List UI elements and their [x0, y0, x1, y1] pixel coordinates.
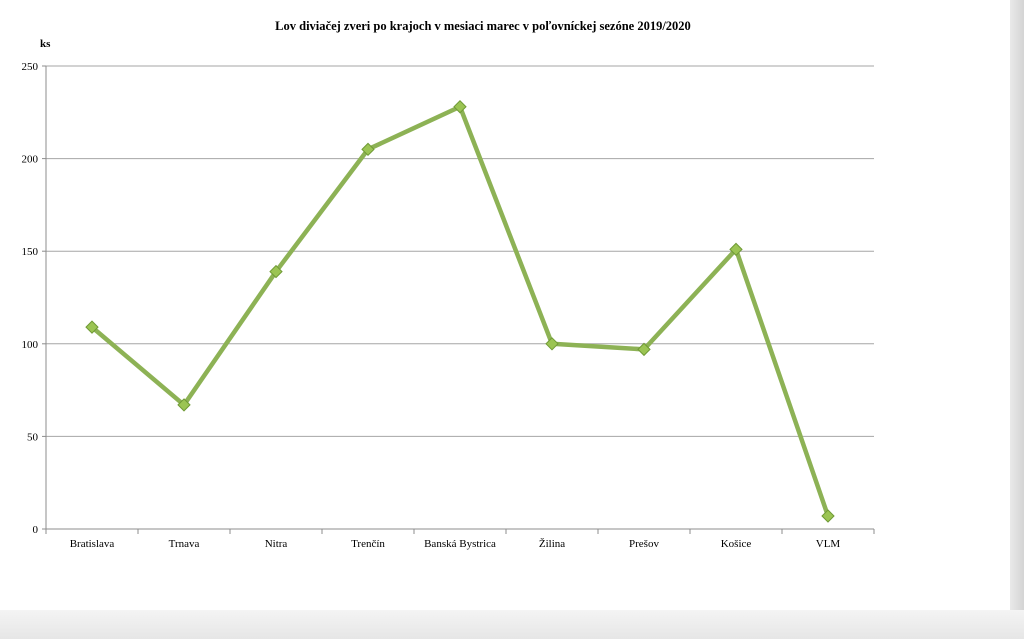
y-axis-label: ks [40, 38, 51, 50]
window-edge-bottom [0, 610, 1024, 639]
data-point-marker [729, 242, 743, 257]
data-point-marker [453, 100, 467, 114]
data-point-marker [545, 337, 559, 351]
data-point-marker [361, 142, 375, 157]
data-point-marker [269, 264, 283, 279]
data-point-marker [637, 342, 651, 357]
y-tick-label: 0 [33, 524, 39, 536]
data-point-marker [821, 509, 835, 523]
y-tick-label: 150 [22, 246, 39, 258]
y-tick-label: 250 [22, 61, 39, 73]
x-tick-label: VLM [816, 538, 841, 550]
axes [42, 65, 875, 534]
x-tick-label: Košice [721, 538, 752, 550]
x-tick-labels: Bratislava Trnava Nitra Trenčín Banská Bystr… [70, 538, 841, 550]
y-tick-label: 50 [27, 431, 39, 443]
series-line [89, 104, 831, 519]
y-tick-labels: 0 50 100 150 200 250 [22, 61, 39, 536]
data-point-marker [177, 398, 191, 412]
gridlines [46, 65, 874, 437]
chart-area [0, 0, 1010, 610]
x-tick-label: Trenčín [351, 538, 385, 550]
x-tick-label: Prešov [629, 538, 659, 550]
chart-title: Lov diviačej zveri po krajoch v mesiaci … [275, 19, 691, 33]
line-chart: Lov diviačej zveri po krajoch v mesiaci … [22, 19, 875, 550]
series [85, 100, 835, 523]
x-tick-label: Nitra [265, 538, 288, 550]
x-tick-label: Banská Bystrica [424, 538, 496, 550]
x-tick-label: Bratislava [70, 538, 115, 550]
window-edge [1010, 0, 1024, 639]
y-tick-label: 100 [22, 339, 39, 351]
x-tick-label: Trnava [169, 538, 200, 550]
y-tick-label: 200 [22, 154, 39, 166]
x-tick-label: Žilina [539, 538, 565, 550]
data-point-marker [85, 320, 99, 334]
